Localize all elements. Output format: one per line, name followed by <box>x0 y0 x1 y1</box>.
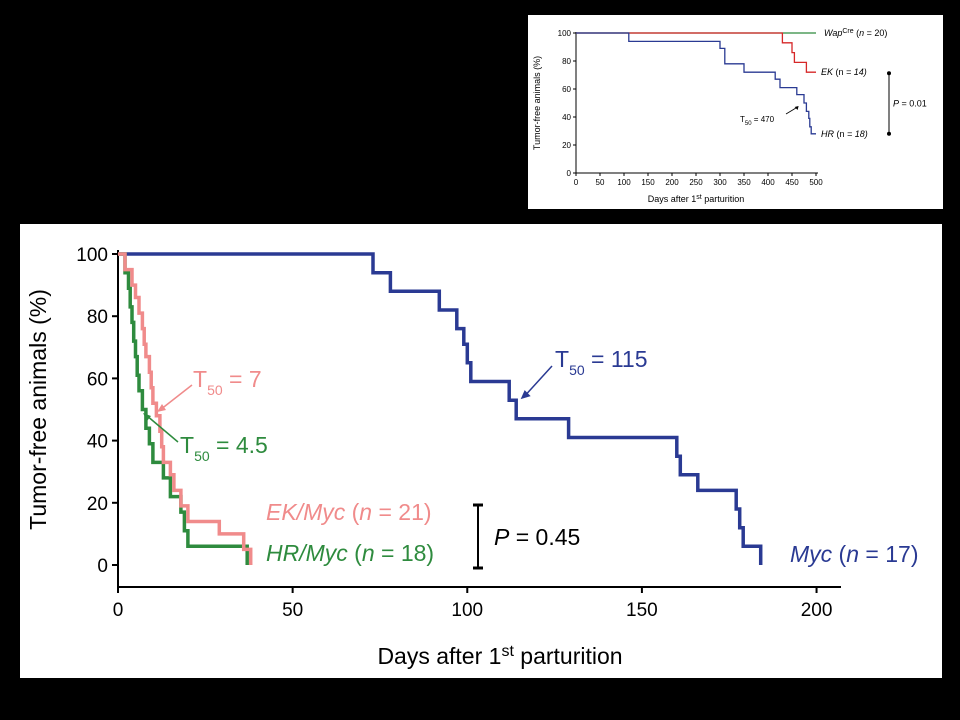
x-tick-label: 50 <box>596 178 605 187</box>
t50-hrmyc-arrowhead <box>143 413 151 421</box>
y-axis-label: Tumor-free animals (%) <box>532 56 542 150</box>
t50-ekmyc-label: T50 = 7 <box>193 366 262 398</box>
chart-panel-wapcre: 0 20 40 60 80 100 0 50 100 150 200 250 300 350 400 450 5… <box>528 15 943 209</box>
x-tick-label: 100 <box>451 600 483 621</box>
series-label-ek: EK (n = 14) <box>821 67 867 77</box>
x-tick-label: 250 <box>689 178 703 187</box>
x-tick-label: 400 <box>761 178 775 187</box>
series-label-myc: Myc (n = 17) <box>790 541 919 567</box>
series-ek-line <box>576 32 816 73</box>
y-tick-label: 40 <box>87 432 108 453</box>
series-label-wapcre: WapCre (n = 20) <box>824 28 887 39</box>
t50-myc-label: T50 = 115 <box>555 346 648 378</box>
t50-myc-arrow <box>523 365 553 398</box>
km-chart-large: 0 20 40 60 80 100 0 50 100 150 200 Days after 1st p… <box>25 245 919 670</box>
x-tick-label: 200 <box>801 600 833 621</box>
x-axis-label: Days after 1st parturition <box>648 194 745 205</box>
series-ekmyc-line <box>118 252 253 565</box>
y-tick-label: 100 <box>558 29 572 38</box>
y-tick-label: 20 <box>87 494 108 515</box>
km-chart-small: 0 20 40 60 80 100 0 50 100 150 200 250 300 350 400 450 5… <box>532 28 927 205</box>
axes: 0 20 40 60 80 100 0 50 100 150 200 <box>76 245 841 621</box>
t50-myc-arrowhead <box>520 390 531 400</box>
y-tick-label: 40 <box>562 113 571 122</box>
y-tick-label: 0 <box>97 556 108 577</box>
x-axis-label: Days after 1st parturition <box>377 643 622 670</box>
p-value-label: P = 0.45 <box>494 524 580 550</box>
x-tick-label: 150 <box>626 600 658 621</box>
y-tick-label: 60 <box>87 369 108 390</box>
t50-ekmyc-arrowhead <box>157 404 166 412</box>
x-tick-label: 350 <box>737 178 751 187</box>
x-tick-label: 200 <box>665 178 679 187</box>
x-tick-label: 150 <box>641 178 655 187</box>
t50-arrowhead <box>794 106 799 110</box>
series-label-ekmyc: EK/Myc (n = 21) <box>266 499 432 525</box>
series-hrmyc-line <box>118 252 249 565</box>
x-tick-label: 450 <box>785 178 799 187</box>
y-tick-label: 80 <box>87 307 108 328</box>
t50-hrmyc-label: T50 = 4.5 <box>180 432 268 464</box>
y-axis-label: Tumor-free animals (%) <box>25 289 51 530</box>
bracket-dot <box>887 131 891 136</box>
p-value-label: P = 0.01 <box>893 99 927 109</box>
series-label-hrmyc: HR/Myc (n = 18) <box>266 540 434 566</box>
y-tick-label: 100 <box>76 245 108 266</box>
t50-hrmyc-arrow <box>145 414 179 443</box>
series-hr-line <box>576 32 816 135</box>
t50-ekmyc-arrow <box>159 384 193 411</box>
y-tick-label: 60 <box>562 85 571 94</box>
x-tick-label: 100 <box>617 178 631 187</box>
series-label-hr: HR (n = 18) <box>821 129 868 139</box>
x-tick-label: 300 <box>713 178 727 187</box>
x-tick-label: 50 <box>282 600 303 621</box>
y-tick-label: 80 <box>562 57 571 66</box>
x-tick-label: 0 <box>113 600 124 621</box>
series-myc-line <box>118 252 763 565</box>
bracket-dot <box>887 71 891 76</box>
x-tick-label: 0 <box>574 178 579 187</box>
y-tick-label: 0 <box>567 169 572 178</box>
t50-arrow <box>785 106 798 115</box>
chart-panel-myc: 0 20 40 60 80 100 0 50 100 150 200 Days after 1st p… <box>20 224 942 678</box>
axes: 0 20 40 60 80 100 0 50 100 150 200 250 300 350 400 450 5… <box>558 29 824 187</box>
t50-label: T50 = 470 <box>740 115 775 127</box>
y-tick-label: 20 <box>562 141 571 150</box>
x-tick-label: 500 <box>809 178 823 187</box>
